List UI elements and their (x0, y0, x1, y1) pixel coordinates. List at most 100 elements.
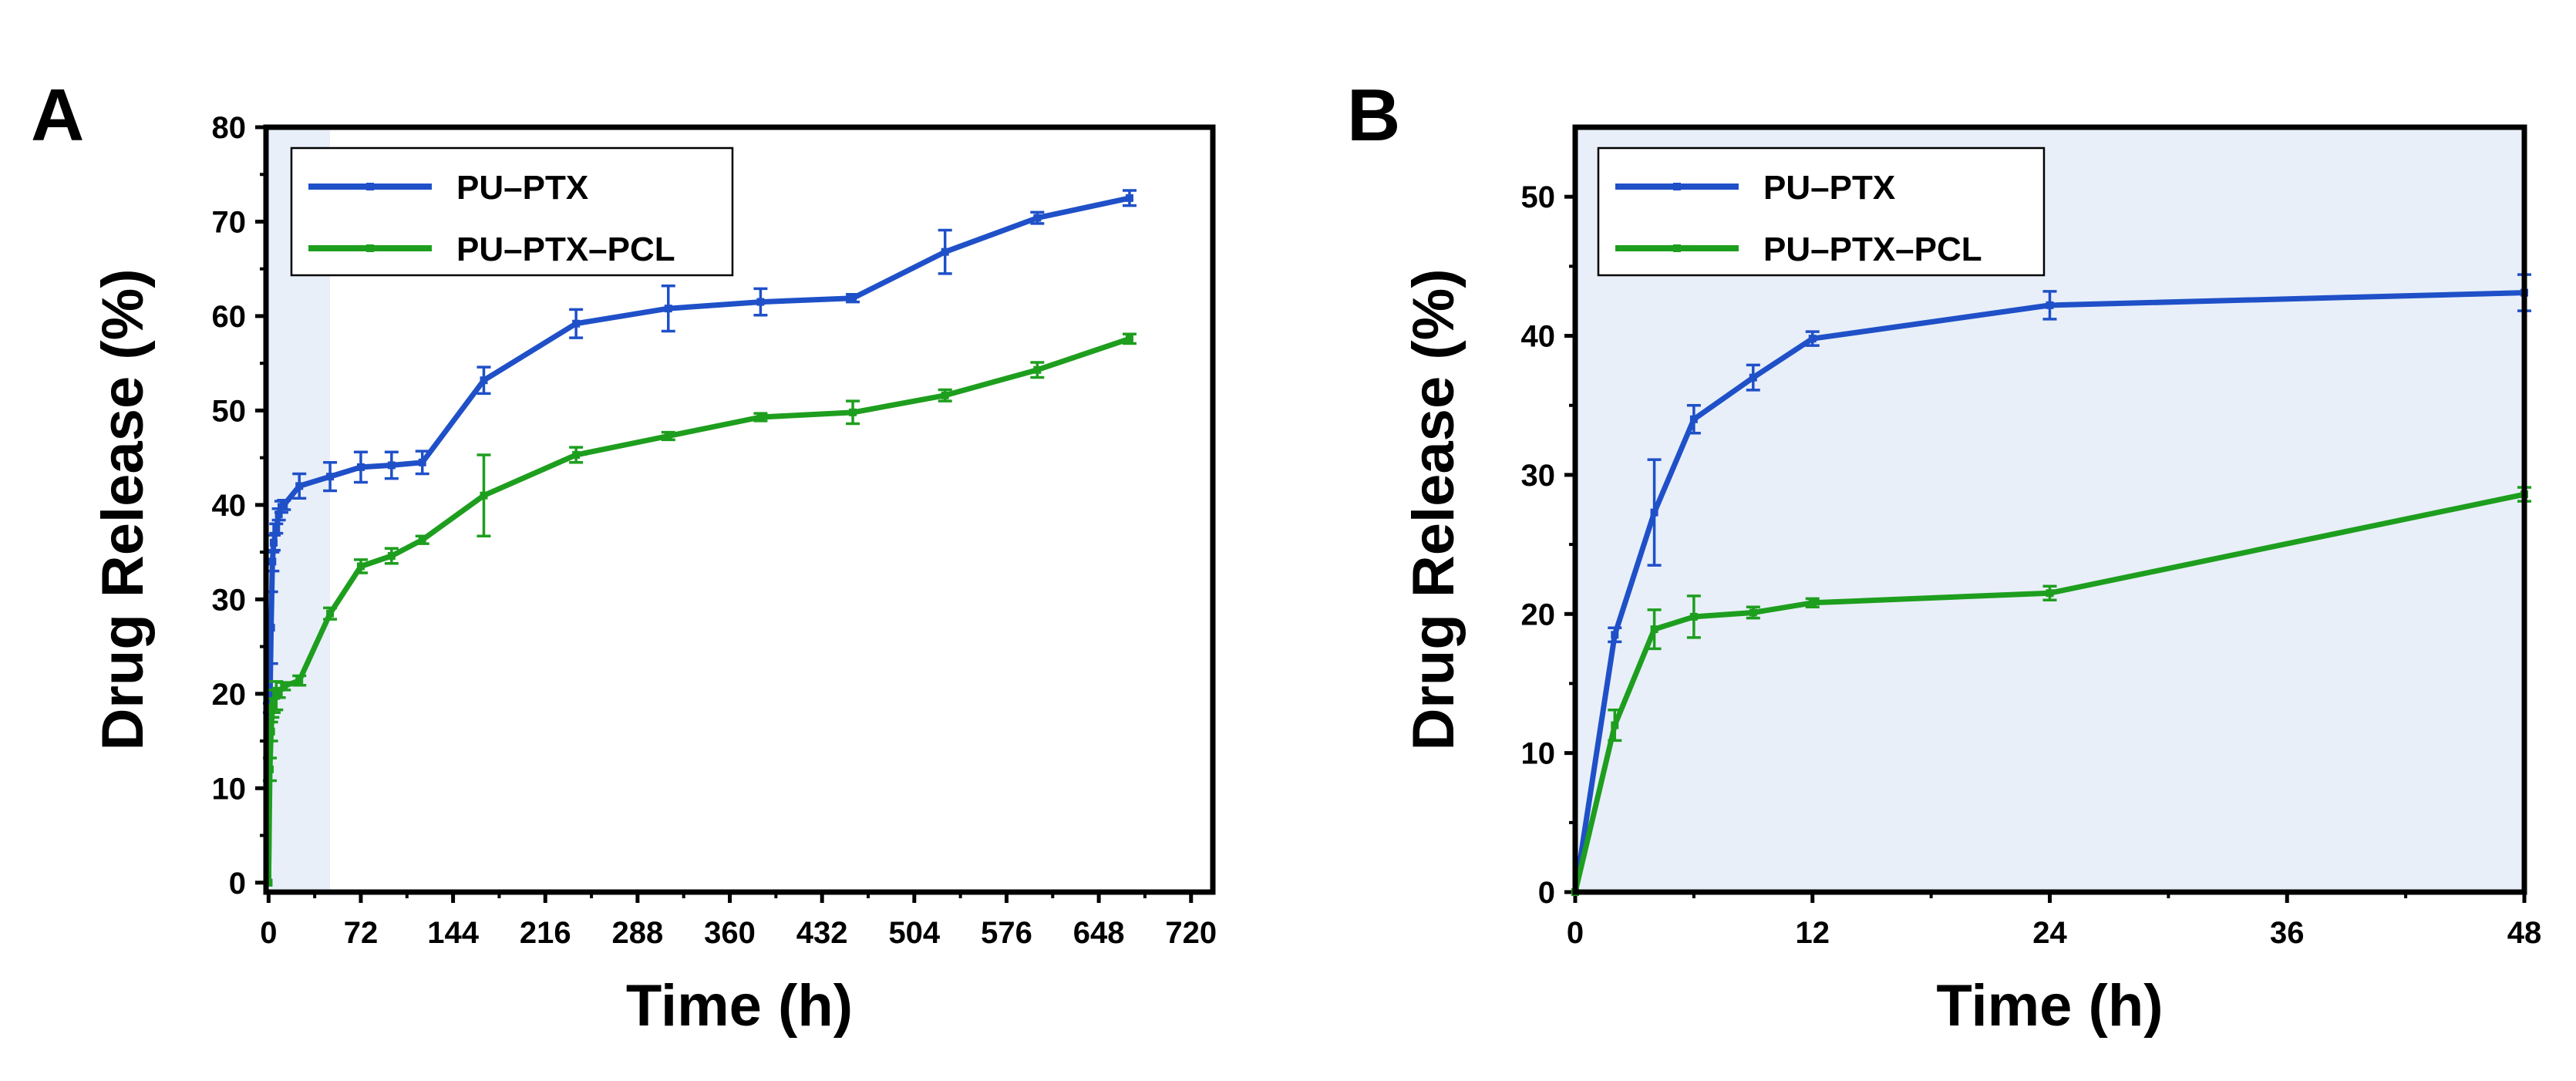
data-point-pu-ptx-a (1125, 194, 1133, 202)
data-point-pu-ptx-b (1808, 335, 1817, 343)
x-axis-title-b: Time (h) (1936, 973, 2163, 1039)
data-point-pu-ptx-pcl-a (941, 391, 949, 399)
x-tick-label-a: 720 (1165, 916, 1217, 950)
data-point-pu-ptx-a (272, 524, 281, 533)
data-point-pu-ptx-pcl-a (387, 552, 396, 561)
data-point-pu-ptx-a (664, 305, 672, 313)
x-tick-label-a: 360 (704, 916, 756, 950)
data-point-pu-ptx-pcl-a (418, 536, 426, 544)
data-point-pu-ptx-pcl-a (572, 450, 581, 459)
data-point-pu-ptx-a (280, 500, 288, 509)
data-point-pu-ptx-a (572, 319, 581, 328)
x-tick-label-a: 432 (796, 916, 848, 950)
x-tick-label-b: 24 (2032, 916, 2067, 950)
data-point-pu-ptx-a (295, 482, 304, 490)
data-point-pu-ptx-pcl-a (756, 413, 765, 421)
data-point-pu-ptx-b (1689, 415, 1698, 423)
y-tick-label-a: 20 (212, 678, 247, 712)
data-point-pu-ptx-pcl-a (267, 727, 275, 736)
y-tick-label-a: 80 (212, 111, 247, 145)
legend-marker-pu-ptx-pcl-a (366, 244, 374, 252)
data-point-pu-ptx-pcl-a (274, 689, 283, 697)
x-tick-label-a: 576 (981, 916, 1032, 950)
data-point-pu-ptx-pcl-a (265, 765, 274, 773)
plot-frame-b (1572, 124, 2527, 895)
data-point-pu-ptx-pcl-a (1125, 335, 1133, 343)
x-tick-label-b: 36 (2270, 916, 2305, 950)
data-point-pu-ptx-a (268, 557, 277, 566)
panel-letter-b: B (1347, 74, 1400, 157)
data-point-pu-ptx-a (356, 463, 365, 471)
x-tick-label-a: 0 (260, 916, 277, 950)
data-point-pu-ptx-b (1749, 373, 1757, 382)
data-point-pu-ptx-pcl-a (664, 432, 672, 440)
series-line-pu-ptx-pcl-a (265, 335, 1133, 886)
x-tick-label-b: 48 (2507, 916, 2542, 950)
legend-box-b (1597, 146, 2046, 277)
x-tick-label-a: 288 (612, 916, 664, 950)
panel-letter-a: A (31, 74, 84, 157)
y-tick-label-b: 50 (1521, 180, 1556, 214)
data-point-pu-ptx-pcl-b (1808, 598, 1817, 607)
data-point-pu-ptx-a (418, 458, 426, 466)
series-line-pu-ptx-a (265, 195, 1133, 886)
x-tick-label-a: 648 (1073, 916, 1125, 950)
y-tick-label-b: 40 (1521, 320, 1556, 354)
y-tick-label-a: 40 (212, 489, 247, 523)
chart-b: 0 12 24 36 48 0 10 20 30 40 50 PU–PTX PU–PTX–PCL Time… (1401, 124, 2542, 1039)
y-tick-label-a: 0 (229, 867, 246, 901)
x-tick-label-a: 144 (427, 916, 479, 950)
data-point-pu-ptx-a (269, 538, 278, 547)
legend-label-pu-ptx-b: PU–PTX (1763, 169, 1895, 207)
data-point-pu-ptx-pcl-b (1650, 625, 1658, 634)
y-tick-label-b: 0 (1538, 876, 1555, 910)
data-point-pu-ptx-pcl-a (356, 562, 365, 571)
y-axis-title-a: Drug Release (%) (90, 268, 156, 750)
y-tick-label-b: 10 (1521, 737, 1556, 771)
x-tick-label-a: 504 (888, 916, 940, 950)
legend-label-pu-ptx-a: PU–PTX (456, 169, 588, 207)
data-point-pu-ptx-pcl-b (1611, 721, 1619, 729)
legend-marker-pu-ptx-pcl-b (1673, 244, 1681, 252)
y-tick-label-a: 60 (212, 300, 247, 334)
x-tick-label-a: 216 (520, 916, 571, 950)
y-tick-label-a: 30 (212, 583, 247, 617)
y-tick-label-a: 50 (212, 394, 247, 428)
data-point-pu-ptx-pcl-b (1749, 608, 1757, 617)
data-point-pu-ptx-a (480, 376, 488, 385)
data-point-pu-ptx-pcl-a (269, 697, 278, 706)
data-point-pu-ptx-pcl-a (280, 682, 288, 691)
data-point-pu-ptx-a (849, 294, 857, 302)
data-point-pu-ptx-pcl-a (326, 609, 335, 618)
data-point-pu-ptx-a (267, 624, 275, 632)
data-point-pu-ptx-pcl-a (1033, 365, 1042, 374)
legend-label-pu-ptx-pcl-a: PU–PTX–PCL (456, 231, 675, 268)
x-tick-label-b: 12 (1796, 916, 1830, 950)
legend-box-a (290, 146, 734, 277)
plot-frame-a (263, 124, 1216, 895)
data-point-pu-ptx-a (274, 510, 283, 519)
x-tick-label-a: 72 (344, 916, 379, 950)
legend-marker-pu-ptx-a (366, 183, 374, 190)
data-point-pu-ptx-a (326, 473, 335, 481)
y-tick-label-a: 70 (212, 205, 247, 239)
data-point-pu-ptx-b (1650, 508, 1658, 517)
x-axis-title-a: Time (h) (626, 973, 853, 1039)
data-point-pu-ptx-pcl-a (295, 676, 304, 685)
data-point-pu-ptx-a (941, 248, 949, 256)
data-point-pu-ptx-pcl-b (2046, 589, 2054, 598)
data-point-pu-ptx-pcl-b (1689, 612, 1698, 621)
data-point-pu-ptx-a (1033, 214, 1042, 222)
y-tick-label-b: 30 (1521, 459, 1556, 493)
legend-marker-pu-ptx-b (1673, 183, 1681, 190)
y-axis-title-b: Drug Release (%) (1401, 268, 1466, 750)
data-point-pu-ptx-b (1611, 631, 1619, 639)
data-point-pu-ptx-a (387, 461, 396, 470)
data-point-pu-ptx-pcl-a (480, 491, 488, 500)
y-tick-label-b: 20 (1521, 598, 1556, 631)
data-point-pu-ptx-pcl-a (849, 408, 857, 416)
legend-label-pu-ptx-pcl-b: PU–PTX–PCL (1763, 231, 1982, 268)
x-tick-label-b: 0 (1567, 916, 1584, 950)
y-tick-label-a: 10 (212, 772, 247, 806)
